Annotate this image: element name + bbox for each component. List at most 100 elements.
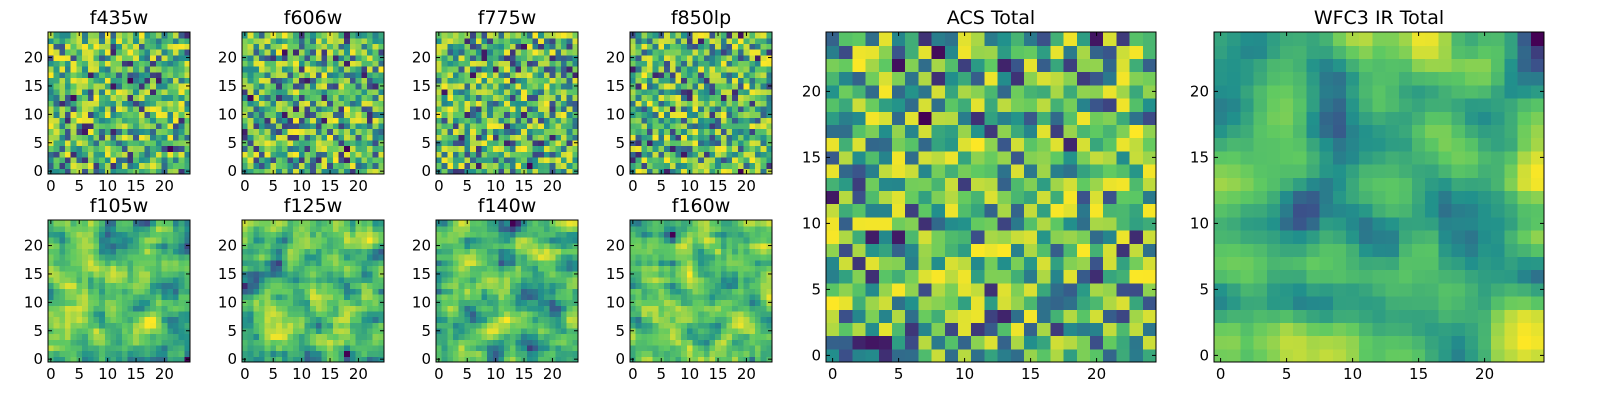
heatmap-cell (59, 139, 66, 147)
heatmap-cell (110, 128, 117, 135)
heatmap-cell (172, 242, 180, 249)
heatmap-cell (743, 156, 750, 164)
heatmap-cell (338, 265, 345, 272)
heatmap-cell (87, 333, 95, 340)
heatmap-cell (436, 344, 443, 352)
heatmap-cell (441, 111, 448, 118)
heatmap-cell (127, 43, 134, 50)
heatmap-cell (65, 248, 72, 255)
heatmap-cell (487, 265, 494, 272)
heatmap-cell (504, 37, 511, 44)
heatmap-cell (436, 88, 443, 96)
heatmap-cell (732, 333, 739, 340)
heatmap-cell (298, 225, 306, 232)
heatmap-cell (453, 156, 460, 164)
heatmap-cell (436, 282, 443, 289)
heatmap-cell (572, 265, 579, 272)
heatmap-cell (287, 316, 294, 323)
heatmap-cell (65, 71, 72, 79)
heatmap-cell (87, 225, 95, 232)
heatmap-cell (560, 350, 568, 357)
heatmap-cell (453, 237, 460, 244)
heatmap-cell (652, 145, 659, 152)
heatmap-cell (760, 156, 767, 164)
heatmap-cell (93, 66, 100, 73)
heatmap-cell (172, 128, 180, 135)
heatmap-cell (321, 122, 328, 130)
heatmap-cell (99, 282, 106, 289)
heatmap-cell (538, 60, 545, 67)
heatmap-cell (150, 305, 157, 312)
heatmap-cell (304, 288, 311, 295)
heatmap-cell (65, 77, 72, 84)
heatmap-cell (675, 293, 682, 301)
heatmap-cell (178, 237, 185, 244)
heatmap-cell (304, 122, 311, 130)
heatmap-cell (70, 71, 77, 79)
heatmap-cell (526, 122, 534, 130)
heatmap-cell (76, 54, 83, 61)
heatmap-cell (121, 117, 129, 124)
heatmap-cell (59, 162, 66, 169)
heatmap-cell (293, 254, 300, 261)
heatmap-cell (304, 231, 311, 238)
heatmap-cell (70, 60, 77, 67)
heatmap-cell (65, 134, 72, 141)
heatmap-cell (475, 305, 483, 312)
heatmap-cell (538, 254, 545, 261)
heatmap-cell (749, 77, 756, 84)
heatmap-cell (264, 344, 271, 352)
heatmap-cell (726, 316, 733, 323)
heatmap-cell (475, 254, 483, 261)
heatmap-cell (555, 111, 562, 118)
heatmap-cell (732, 288, 739, 295)
y-tick-label: 5 (615, 134, 625, 152)
heatmap-cell (253, 32, 260, 39)
heatmap-cell (110, 259, 117, 267)
heatmap-cell (366, 134, 374, 141)
heatmap-cell (82, 305, 89, 312)
heatmap-cell (572, 305, 579, 312)
heatmap-cell (99, 327, 106, 335)
heatmap-cell (121, 276, 129, 284)
heatmap-cell (732, 49, 739, 56)
heatmap-cell (647, 128, 654, 135)
heatmap-cell (327, 322, 334, 329)
y-tick-label: 0 (33, 162, 43, 180)
heatmap-cell (144, 293, 151, 301)
heatmap-cell (447, 77, 454, 84)
heatmap-cell (630, 350, 637, 357)
heatmap-cell (675, 310, 682, 318)
heatmap-cell (155, 344, 163, 352)
heatmap-cell (161, 128, 168, 135)
heatmap-cell (287, 350, 294, 357)
heatmap-cell (76, 134, 83, 141)
heatmap-cell (76, 139, 83, 147)
heatmap-cell (276, 168, 283, 175)
heatmap-cell (754, 350, 762, 357)
heatmap-cell (498, 71, 505, 79)
heatmap-cell (270, 105, 277, 113)
heatmap-cell (276, 225, 283, 232)
heatmap-cell (270, 276, 277, 284)
panel-title: f850lp (671, 7, 731, 29)
heatmap-cell (281, 77, 289, 84)
heatmap-cell (247, 316, 254, 323)
heatmap-cell (549, 156, 556, 164)
heatmap-cell (172, 134, 180, 141)
heatmap-cell (65, 37, 72, 44)
heatmap-cell (509, 128, 517, 135)
heatmap-cell (572, 248, 579, 255)
heatmap-cell (458, 32, 465, 39)
heatmap-cell (635, 310, 642, 318)
heatmap-cell (509, 299, 517, 306)
y-tick-label: 0 (421, 162, 431, 180)
heatmap-cell (647, 310, 654, 318)
heatmap-cell (378, 248, 385, 255)
heatmap-cell (555, 276, 562, 284)
heatmap-cell (566, 60, 573, 67)
heatmap-cell (698, 122, 705, 130)
heatmap-cell (99, 254, 106, 261)
heatmap-cell (155, 339, 163, 346)
heatmap-cell (138, 237, 146, 244)
